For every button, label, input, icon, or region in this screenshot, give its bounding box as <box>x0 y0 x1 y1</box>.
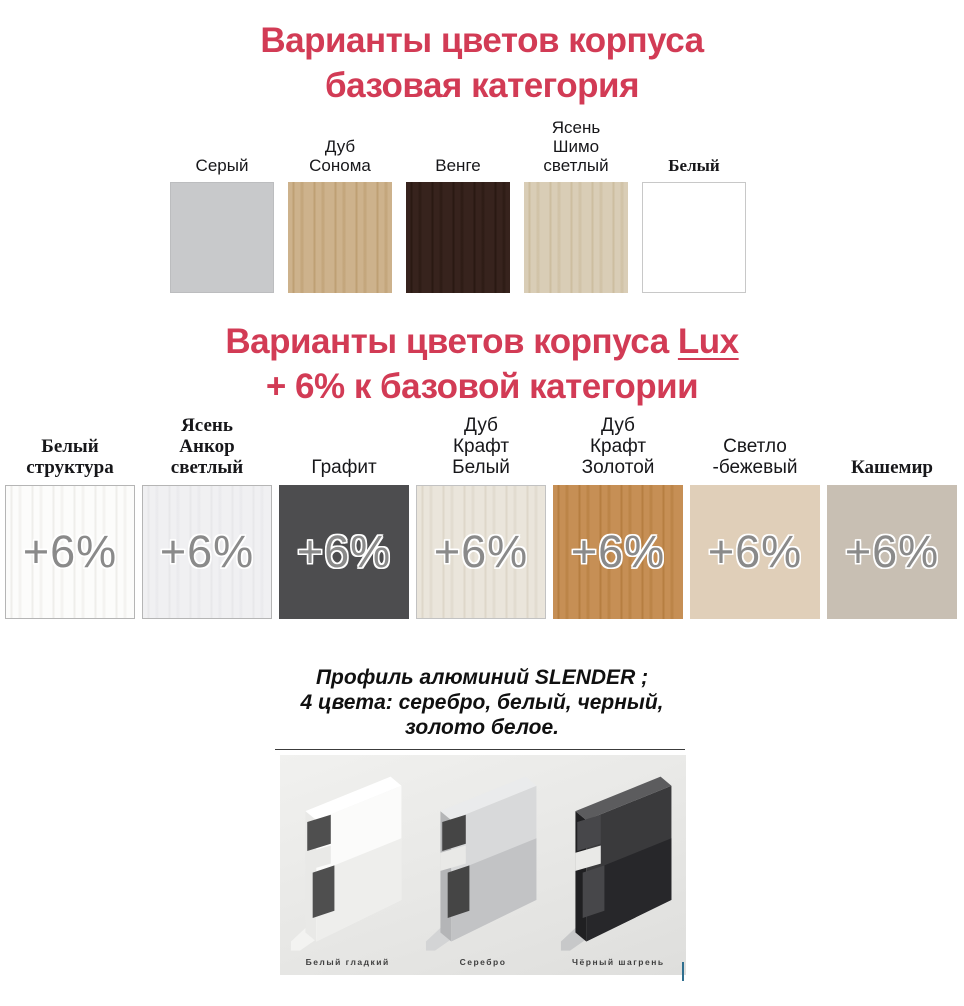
swatch-cell: Серый <box>170 156 274 293</box>
plus-six-percent-badge: +6% <box>22 526 118 577</box>
color-swatch: +6% <box>690 485 820 619</box>
color-swatch <box>642 182 746 293</box>
swatch-label: Дуб Крафт Золотой <box>581 415 655 478</box>
profile-line3: золото белое. <box>404 716 559 739</box>
swatch-label: Дуб Сонома <box>309 137 371 175</box>
swatch-label: Белый <box>668 156 720 175</box>
profile-description: Профиль алюминий SLENDER ; 4 цвета: сере… <box>0 665 964 740</box>
profile-sample-label: Серебро <box>459 957 507 967</box>
lux-title-line2: + 6% к базовой категории <box>265 367 699 406</box>
base-category-title: Варианты цветов корпуса базовая категори… <box>0 0 964 108</box>
profile-line1: Профиль алюминий SLENDER ; <box>315 666 649 689</box>
lux-title-lux-word: Lux <box>677 322 739 361</box>
swatch-cell: Графит +6% <box>279 457 409 619</box>
profile-sample: Серебро <box>416 764 549 975</box>
swatch-cell: Ясень Шимо светлый <box>524 118 628 293</box>
color-swatch <box>288 182 392 293</box>
swatch-label: Серый <box>195 156 249 175</box>
lux-swatch-row: Белый структура +6% Ясень Анкор светлый +6%… <box>5 415 964 619</box>
color-swatch: +6% <box>279 485 409 619</box>
color-swatch: +6% <box>5 485 135 619</box>
swatch-cell: Дуб Крафт Белый +6% <box>416 415 546 619</box>
base-title-line2: базовая категория <box>325 66 640 105</box>
color-swatch <box>406 182 510 293</box>
profile-sample: Белый гладкий <box>281 764 414 975</box>
swatch-label: Светло -бежевый <box>712 436 798 478</box>
text-cursor-mark <box>682 962 684 981</box>
swatch-cell: Кашемир +6% <box>827 457 957 619</box>
lux-title-line1: Варианты цветов корпуса Lux <box>0 319 964 364</box>
profile-sample-label: Белый гладкий <box>305 957 390 967</box>
profile-photo: Белый гладкий Серебро Чёрный шагрень <box>280 755 686 981</box>
swatch-cell: Ясень Анкор светлый +6% <box>142 415 272 619</box>
lux-title-prefix: Варианты цветов корпуса <box>225 322 678 361</box>
aluminum-profile-image <box>561 776 672 951</box>
base-swatch-row: Серый Дуб Сонома Венге Ясень Шимо светлый Бе… <box>170 118 964 293</box>
divider-line <box>275 749 685 750</box>
swatch-label: Графит <box>311 457 377 478</box>
profile-sample-label: Чёрный шагрень <box>572 957 665 967</box>
plus-six-percent-badge: +6% <box>433 526 529 577</box>
swatch-cell: Дуб Крафт Золотой +6% <box>553 415 683 619</box>
profile-sample: Чёрный шагрень <box>552 764 685 975</box>
swatch-label: Ясень Анкор светлый <box>170 415 244 478</box>
swatch-cell: Белый структура +6% <box>5 436 135 619</box>
plus-six-percent-badge: +6% <box>159 526 255 577</box>
aluminum-profile-image <box>425 776 537 951</box>
color-swatch: +6% <box>142 485 272 619</box>
swatch-label: Кашемир <box>851 457 933 478</box>
color-swatch: +6% <box>827 485 957 619</box>
swatch-cell: Дуб Сонома <box>288 137 392 293</box>
plus-six-percent-badge: +6% <box>296 526 392 577</box>
color-swatch: +6% <box>416 485 546 619</box>
plus-six-percent-badge: +6% <box>570 526 666 577</box>
plus-six-percent-badge: +6% <box>844 526 940 577</box>
plus-six-percent-badge: +6% <box>707 526 803 577</box>
swatch-cell: Светло -бежевый +6% <box>690 436 820 619</box>
profile-line2: 4 цвета: серебро, белый, черный, <box>300 691 664 714</box>
color-swatch <box>170 182 274 293</box>
swatch-label: Ясень Шимо светлый <box>543 118 609 175</box>
swatch-cell: Белый <box>642 156 746 293</box>
base-title-line1: Варианты цветов корпуса <box>260 21 704 60</box>
color-swatch: +6% <box>553 485 683 619</box>
aluminum-profile-image <box>290 776 402 951</box>
lux-category-title: Варианты цветов корпуса Lux + 6% к базов… <box>0 293 964 409</box>
swatch-label: Венге <box>435 156 481 175</box>
color-swatch <box>524 182 628 293</box>
swatch-label: Дуб Крафт Белый <box>452 415 510 478</box>
swatch-label: Белый структура <box>26 436 114 478</box>
swatch-cell: Венге <box>406 156 510 293</box>
